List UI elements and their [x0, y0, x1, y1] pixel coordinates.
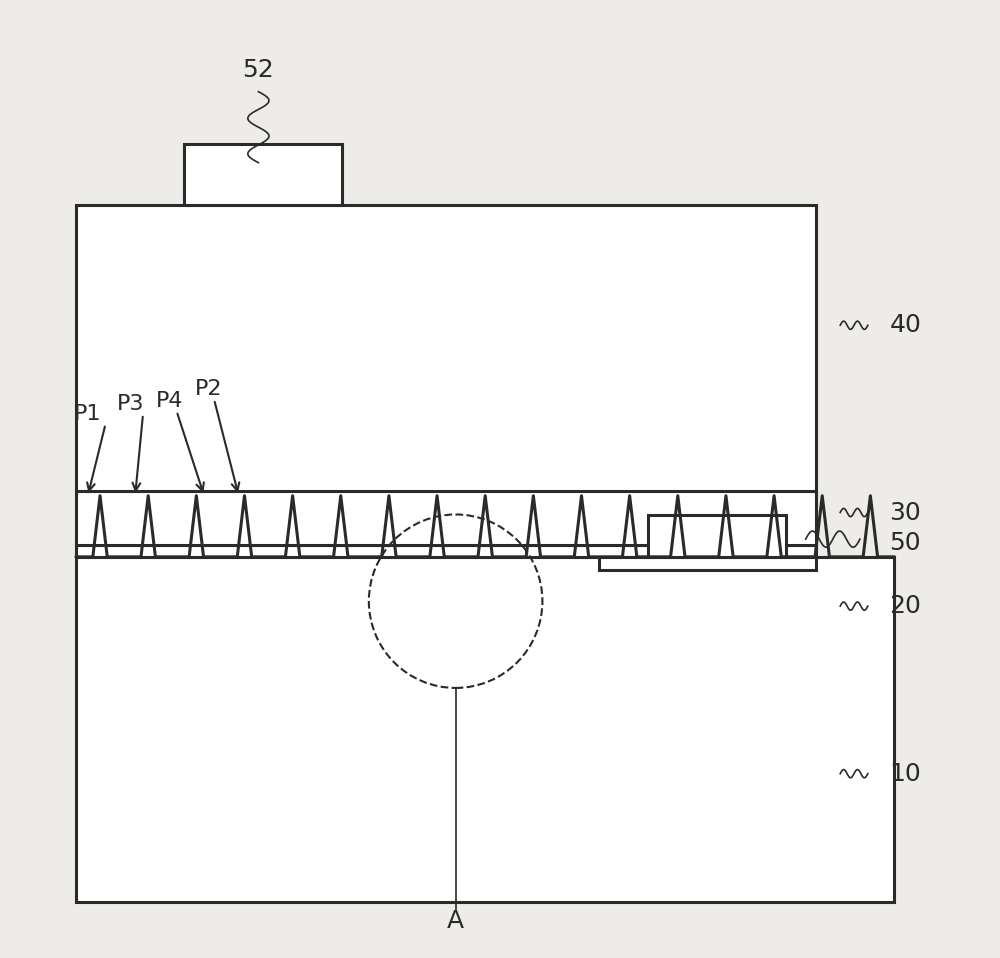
Text: 50: 50 [890, 531, 921, 555]
Bar [648, 515, 786, 557]
Text: A: A [447, 909, 464, 933]
Text: 52: 52 [243, 57, 274, 81]
Text: 10: 10 [890, 762, 921, 786]
Bar [76, 545, 816, 557]
Text: 30: 30 [890, 500, 921, 525]
Text: P4: P4 [156, 391, 183, 411]
Bar [76, 205, 816, 490]
Text: P3: P3 [116, 394, 144, 414]
Text: 20: 20 [890, 594, 921, 618]
Bar [184, 144, 342, 205]
Text: P1: P1 [74, 404, 102, 424]
Bar [599, 557, 816, 570]
Bar [76, 490, 816, 545]
Text: P2: P2 [195, 379, 223, 399]
Text: 40: 40 [890, 313, 921, 337]
Bar [76, 557, 894, 901]
